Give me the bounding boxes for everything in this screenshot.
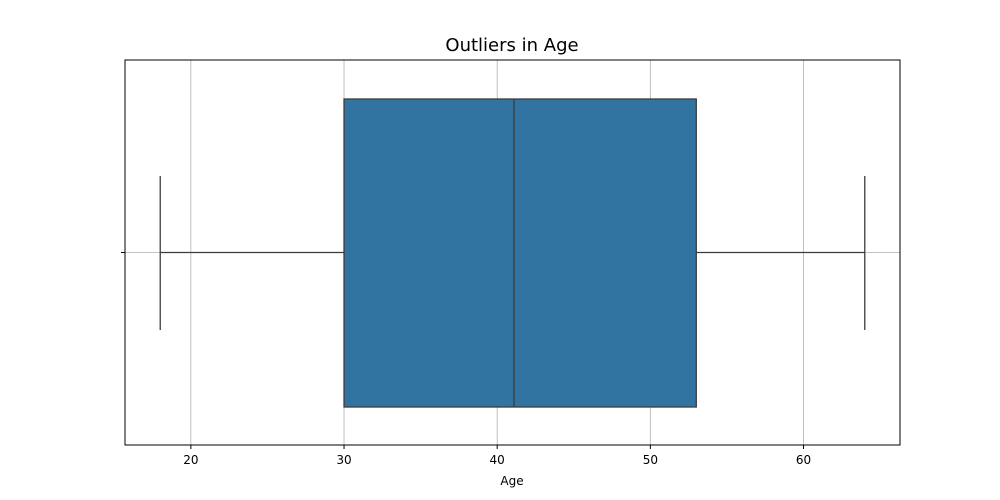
- x-tick-label: 20: [183, 453, 198, 467]
- iqr-box: [344, 99, 696, 407]
- box-layer: [160, 99, 865, 407]
- x-axis-label: Age: [500, 474, 523, 488]
- x-tick-label: 50: [643, 453, 658, 467]
- chart-title: Outliers in Age: [445, 35, 578, 56]
- x-tick-label: 30: [336, 453, 351, 467]
- x-tick-label: 60: [796, 453, 811, 467]
- x-tick-label: 40: [490, 453, 505, 467]
